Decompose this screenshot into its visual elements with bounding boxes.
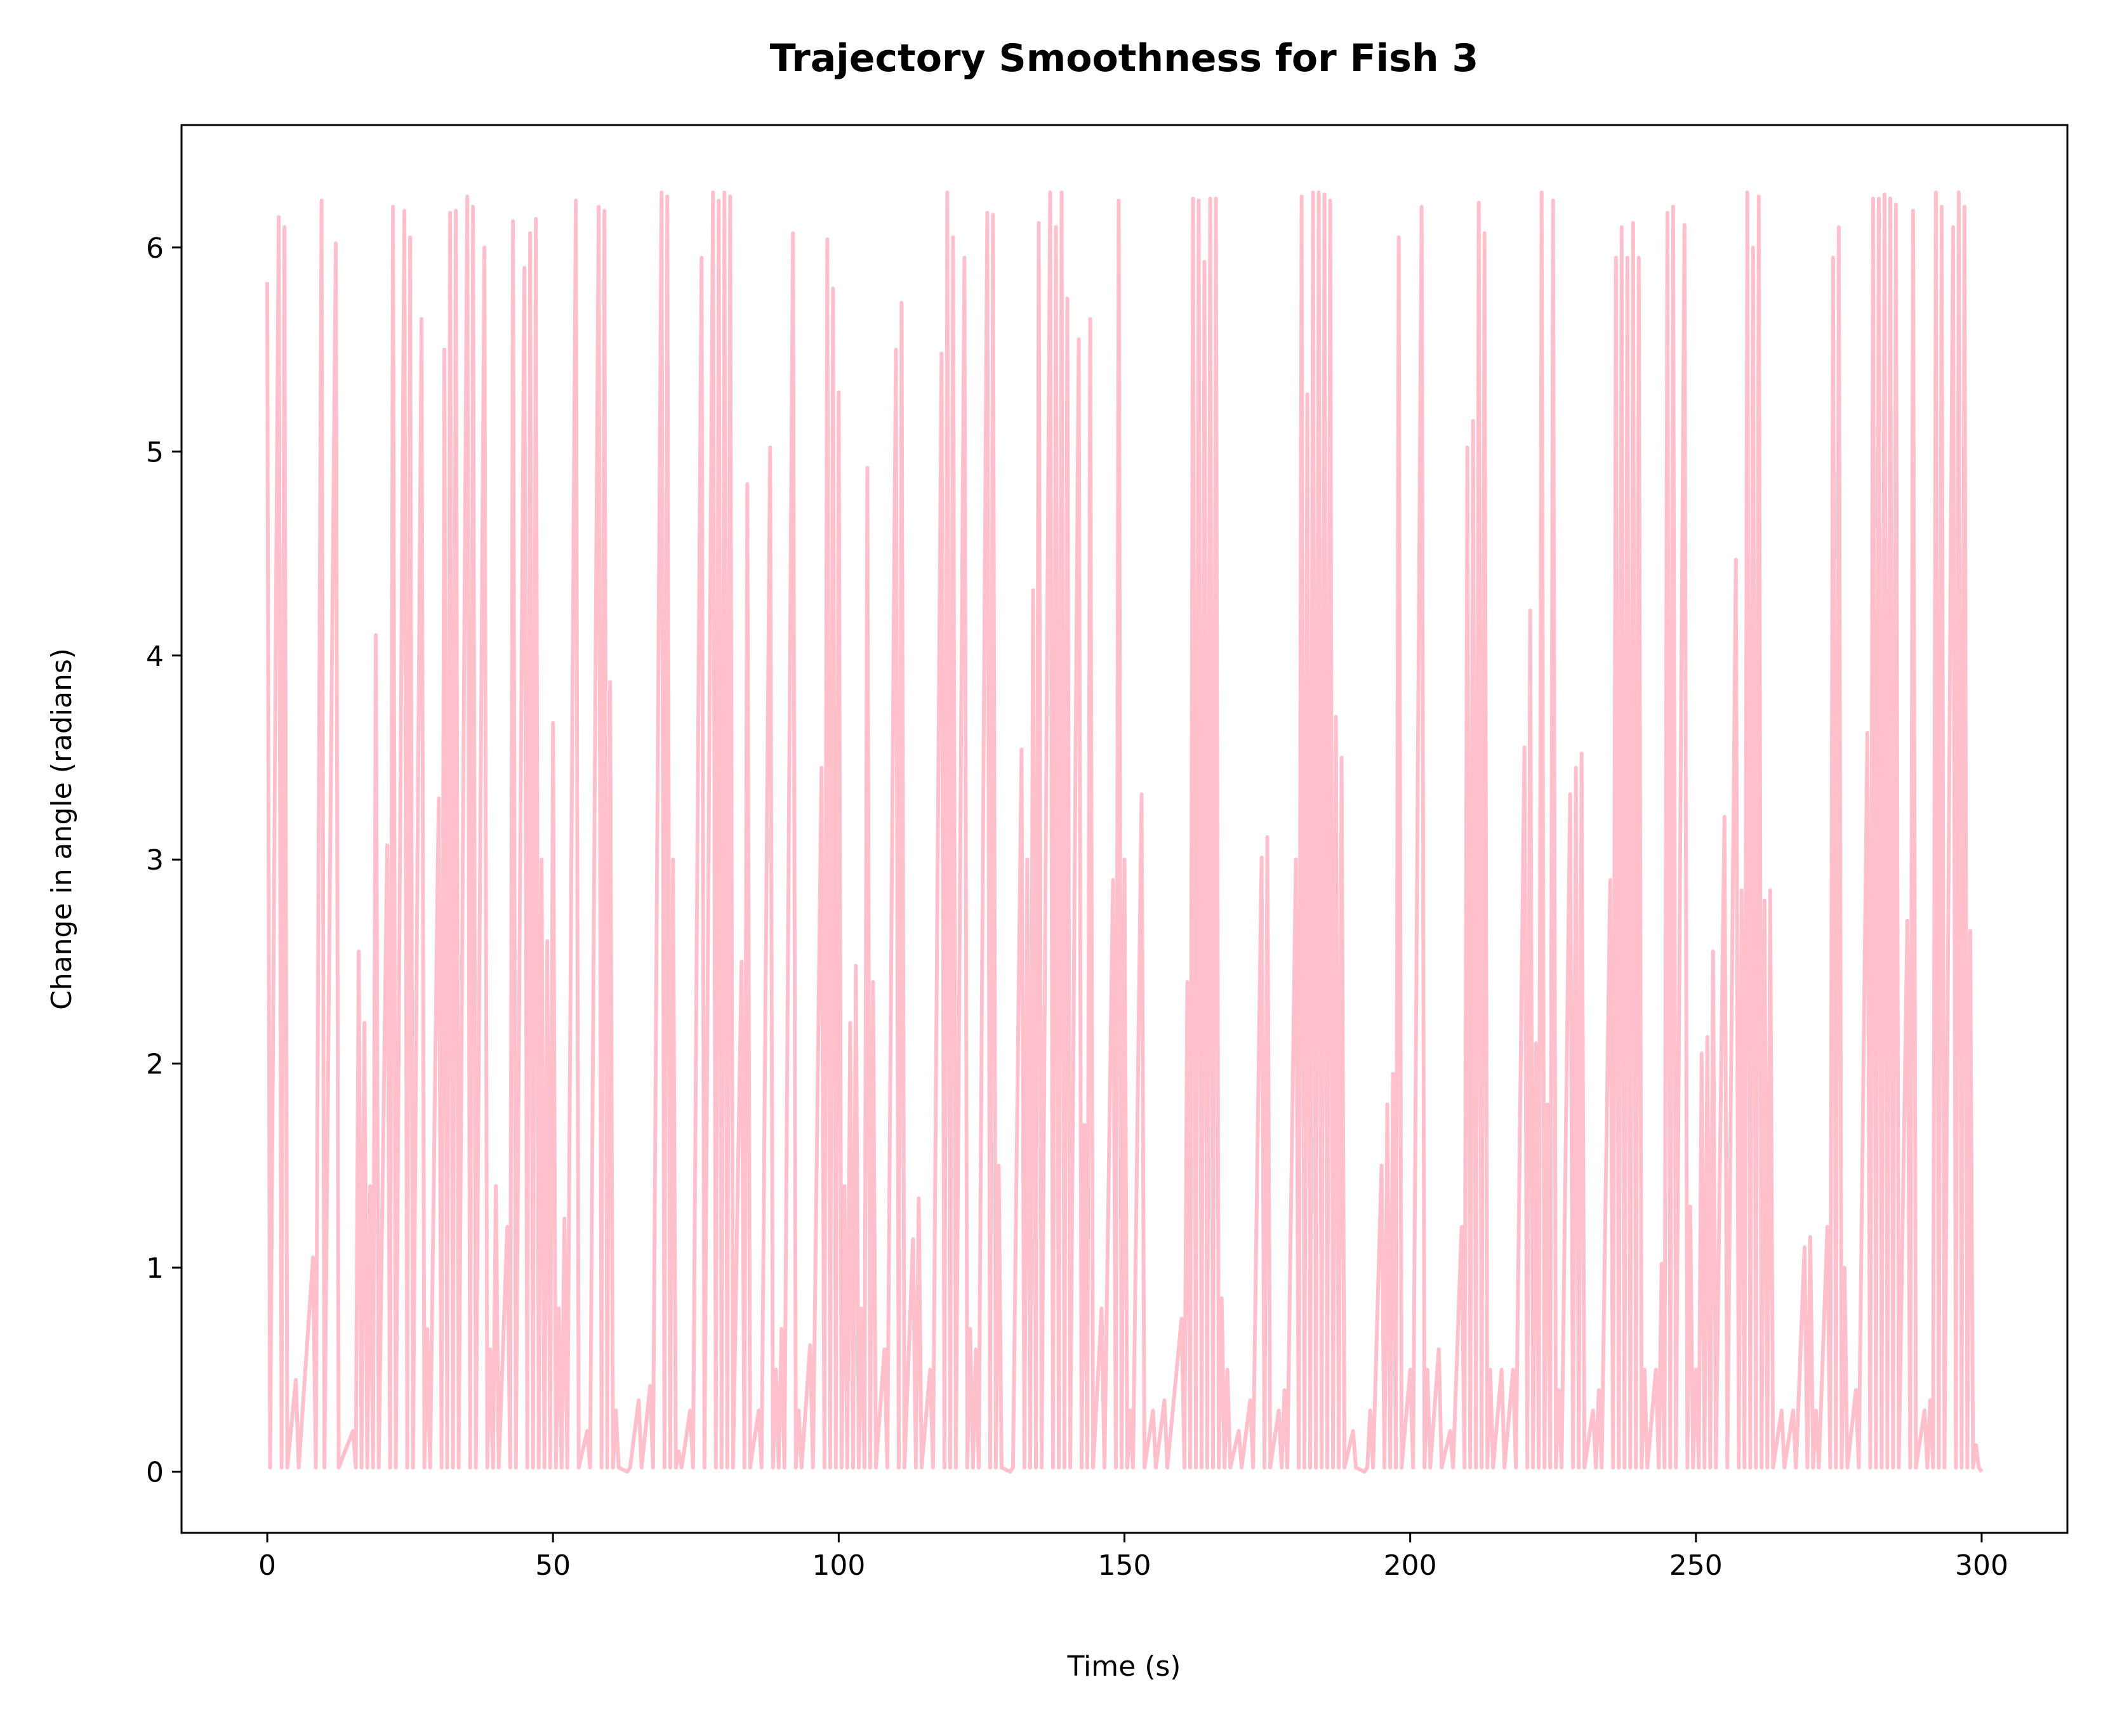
x-tick-label: 100: [812, 1549, 865, 1582]
x-tick-label: 250: [1669, 1549, 1723, 1582]
x-axis-label: Time (s): [1067, 1650, 1181, 1683]
y-tick-label: 3: [146, 844, 164, 877]
x-tick-label: 300: [1955, 1549, 2008, 1582]
x-tick-label: 50: [535, 1549, 571, 1582]
x-tick-label: 0: [258, 1549, 276, 1582]
y-axis-label: Change in angle (radians): [46, 648, 78, 1010]
data-line: [265, 190, 1984, 1474]
x-tick-label: 200: [1384, 1549, 1437, 1582]
x-tick-label: 150: [1098, 1549, 1151, 1582]
y-tick-label: 6: [146, 232, 164, 265]
chart-title: Trajectory Smoothness for Fish 3: [770, 36, 1478, 81]
y-tick-label: 1: [146, 1252, 164, 1285]
y-tick-label: 0: [146, 1457, 164, 1489]
y-tick-label: 2: [146, 1049, 164, 1081]
y-tick-label: 5: [146, 436, 164, 468]
plot-frame: [180, 124, 2069, 1534]
y-tick-label: 4: [146, 640, 164, 673]
